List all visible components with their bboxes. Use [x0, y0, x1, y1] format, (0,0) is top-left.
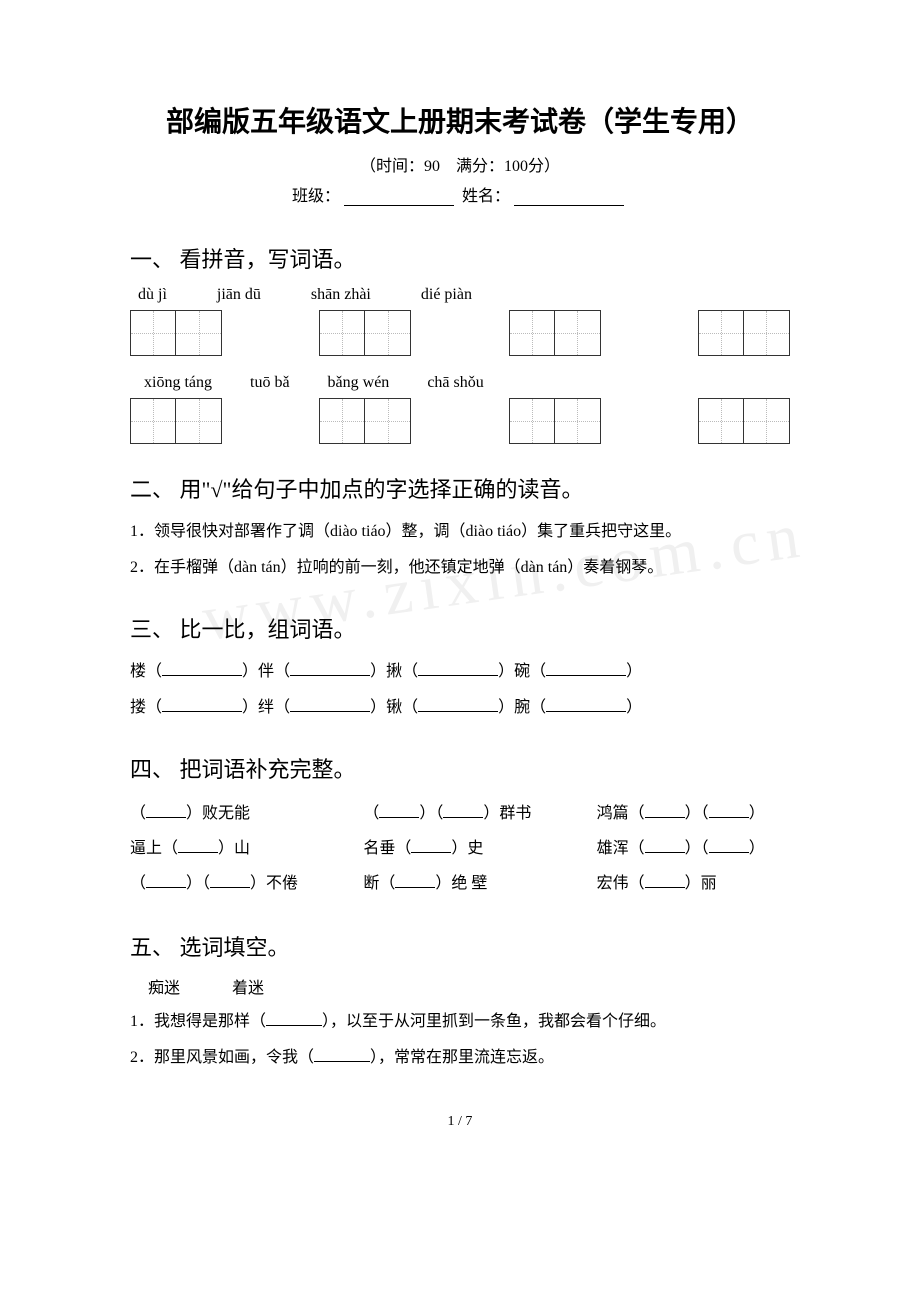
blank[interactable] [645, 871, 685, 888]
pinyin: xiōng táng [144, 374, 212, 392]
blank[interactable] [266, 1009, 322, 1026]
name-blank[interactable] [514, 205, 624, 206]
blank[interactable] [314, 1045, 370, 1062]
blank[interactable] [162, 695, 242, 712]
char-box-pair[interactable] [509, 398, 601, 444]
char-box-pair[interactable] [319, 310, 411, 356]
page-number: 1 / 7 [130, 1114, 790, 1130]
s3-row-2: 搂（）绊（）锹（）腕（） [130, 692, 790, 724]
blank[interactable] [645, 836, 685, 853]
student-info: 班级： 姓名： [130, 182, 790, 206]
section-3-heading: 三、 比一比，组词语。 [130, 612, 790, 644]
blank[interactable] [162, 659, 242, 676]
s3-row-1: 楼（）伴（）揪（）碗（） [130, 656, 790, 688]
section-4-heading: 四、 把词语补充完整。 [130, 752, 790, 784]
blank[interactable] [290, 695, 370, 712]
blank[interactable] [645, 801, 685, 818]
char-box-pair[interactable] [698, 310, 790, 356]
exam-title: 部编版五年级语文上册期末考试卷（学生专用） [130, 100, 790, 140]
s5-word-bank: 痴迷 着迷 [148, 974, 790, 998]
class-blank[interactable] [344, 205, 454, 206]
char-box-pair[interactable] [130, 398, 222, 444]
char: 搂 [130, 699, 146, 716]
pinyin-row-1: dù jì jiān dū shān zhài dié piàn [138, 286, 790, 304]
class-label: 班级： [292, 188, 340, 205]
char-box-pair[interactable] [698, 398, 790, 444]
section-1-heading: 一、 看拼音，写词语。 [130, 242, 790, 274]
pinyin: tuō bǎ [250, 374, 290, 392]
char: 伴 [258, 663, 274, 680]
blank[interactable] [395, 871, 435, 888]
pinyin-row-2: xiōng táng tuō bǎ bǎng wén chā shǒu [144, 374, 790, 392]
s4-row: （）败无能 （）（）群书 鸿篇（）（） [130, 796, 790, 831]
char-box-pair[interactable] [319, 398, 411, 444]
char-box-pair[interactable] [509, 310, 601, 356]
blank[interactable] [546, 659, 626, 676]
exam-meta: （时间：90 满分：100分） [130, 152, 790, 176]
blank[interactable] [709, 801, 749, 818]
section-2-heading: 二、 用"√"给句子中加点的字选择正确的读音。 [130, 472, 790, 504]
pinyin: jiān dū [217, 286, 261, 304]
blank[interactable] [546, 695, 626, 712]
char: 腕 [514, 699, 530, 716]
s2-q2: 2．在手榴弹（dàn tán）拉响的前一刻，他还镇定地弹（dàn tán）奏着钢… [130, 552, 790, 584]
blank[interactable] [418, 695, 498, 712]
blank[interactable] [290, 659, 370, 676]
char: 锹 [386, 699, 402, 716]
pinyin: shān zhài [311, 286, 371, 304]
s5-q1: 1．我想得是那样（），以至于从河里抓到一条鱼，我都会看个仔细。 [130, 1006, 790, 1038]
name-label: 姓名： [462, 188, 510, 205]
blank[interactable] [146, 871, 186, 888]
word: 痴迷 [148, 980, 180, 997]
pinyin: dié piàn [421, 286, 472, 304]
pinyin: dù jì [138, 286, 167, 304]
pinyin: bǎng wén [328, 374, 390, 392]
s5-q2: 2．那里风景如画，令我（），常常在那里流连忘返。 [130, 1042, 790, 1074]
blank[interactable] [443, 801, 483, 818]
blank[interactable] [418, 659, 498, 676]
char: 绊 [258, 699, 274, 716]
blank[interactable] [210, 871, 250, 888]
blank[interactable] [411, 836, 451, 853]
s4-row: （）（）不倦 断（）绝 壁 宏伟（）丽 [130, 866, 790, 901]
s2-q1: 1．领导很快对部署作了调（diào tiáo）整，调（diào tiáo）集了重… [130, 516, 790, 548]
blank[interactable] [379, 801, 419, 818]
blank[interactable] [146, 801, 186, 818]
char-boxes-row-1 [130, 310, 790, 356]
section-5-heading: 五、 选词填空。 [130, 930, 790, 962]
char: 楼 [130, 663, 146, 680]
s4-row: 逼上（）山 名垂（）史 雄浑（）（） [130, 831, 790, 866]
char-boxes-row-2 [130, 398, 790, 444]
pinyin: chā shǒu [427, 374, 483, 392]
char-box-pair[interactable] [130, 310, 222, 356]
blank[interactable] [709, 836, 749, 853]
char: 碗 [514, 663, 530, 680]
blank[interactable] [178, 836, 218, 853]
char: 揪 [386, 663, 402, 680]
word: 着迷 [232, 980, 264, 997]
